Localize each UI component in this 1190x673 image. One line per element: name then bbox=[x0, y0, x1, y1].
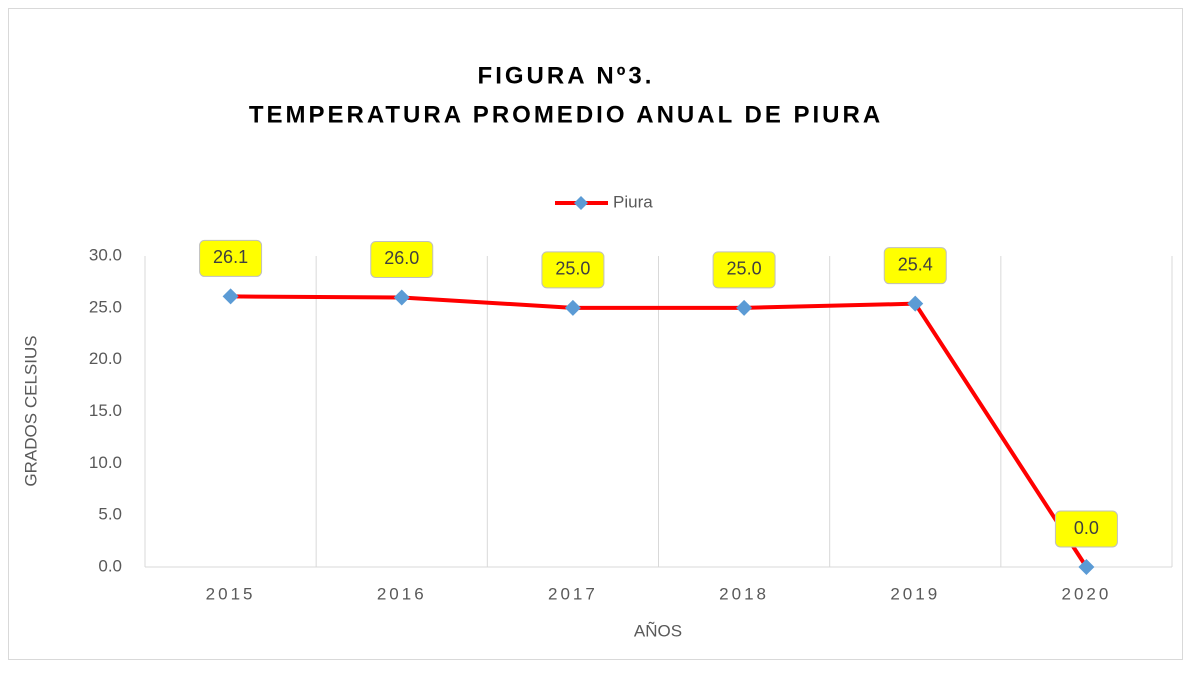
data-label-box bbox=[199, 239, 263, 277]
data-label: 26.0 bbox=[384, 248, 419, 268]
data-label-box bbox=[883, 247, 947, 285]
data-label-box bbox=[712, 251, 776, 289]
marker bbox=[1078, 559, 1095, 575]
data-label: 26.1 bbox=[213, 247, 248, 267]
chart-title: FIGURA Nº3. bbox=[478, 62, 655, 89]
marker bbox=[393, 289, 410, 306]
y-axis-label: GRADOS CELSIUS bbox=[21, 335, 40, 486]
y-tick-label: 5.0 bbox=[98, 505, 122, 524]
x-tick-label: 2016 bbox=[377, 584, 427, 603]
y-tick-label: 30.0 bbox=[89, 245, 122, 264]
chart-border bbox=[8, 8, 1183, 660]
data-label: 0.0 bbox=[1074, 518, 1099, 538]
x-tick-label: 2019 bbox=[890, 584, 940, 603]
y-tick-label: 25.0 bbox=[89, 297, 122, 316]
chart-title: TEMPERATURA PROMEDIO ANUAL DE PIURA bbox=[249, 101, 883, 128]
x-axis-label: AÑOS bbox=[634, 621, 682, 640]
y-tick-label: 15.0 bbox=[89, 401, 122, 420]
marker bbox=[564, 299, 581, 316]
x-tick-label: 2015 bbox=[206, 584, 256, 603]
marker bbox=[907, 295, 924, 312]
y-tick-label: 10.0 bbox=[89, 453, 122, 472]
y-tick-label: 0.0 bbox=[98, 556, 122, 575]
legend-label: Piura bbox=[613, 192, 653, 211]
data-label-box bbox=[541, 251, 605, 289]
y-tick-label: 20.0 bbox=[89, 349, 122, 368]
marker bbox=[222, 288, 239, 305]
legend-marker bbox=[574, 196, 588, 210]
series-line bbox=[230, 294, 1089, 569]
marker bbox=[736, 299, 753, 316]
x-tick-label: 2017 bbox=[548, 584, 598, 603]
data-label-box bbox=[1054, 510, 1118, 548]
data-label: 25.0 bbox=[727, 259, 762, 279]
data-label-box bbox=[370, 240, 434, 278]
data-label: 25.0 bbox=[555, 259, 590, 279]
x-tick-label: 2020 bbox=[1062, 584, 1112, 603]
data-label: 25.4 bbox=[898, 254, 933, 274]
x-tick-label: 2018 bbox=[719, 584, 769, 603]
